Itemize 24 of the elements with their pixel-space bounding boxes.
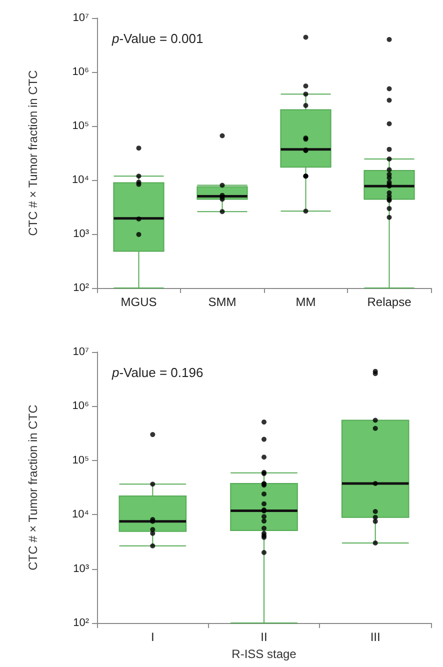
y-axis-title: CTC # × Tumor fraction in CTC bbox=[26, 404, 40, 570]
x-tick-label: SMM bbox=[208, 295, 236, 309]
y-tick-label: 10⁶ bbox=[72, 66, 89, 78]
y-tick-label: 10³ bbox=[73, 562, 90, 575]
annotation: p-Value = 0.001 bbox=[111, 31, 204, 46]
x-tick-label: III bbox=[370, 630, 380, 644]
y-tick-label: 10⁷ bbox=[72, 12, 90, 24]
x-tick-label: MGUS bbox=[120, 295, 157, 309]
y-tick-label: 10² bbox=[73, 617, 90, 629]
x-tick-label: II bbox=[260, 630, 268, 644]
y-tick-label: 10⁴ bbox=[72, 174, 90, 186]
x-tick-label: Relapse bbox=[367, 295, 412, 309]
y-tick-label: 10⁶ bbox=[72, 400, 89, 412]
y-tick-label: 10³ bbox=[73, 228, 90, 240]
y-tick-label: 10⁵ bbox=[72, 120, 89, 132]
y-tick-label: 10⁴ bbox=[72, 508, 90, 521]
y-axis-title: CTC # × Tumor fraction in CTC bbox=[26, 70, 40, 236]
y-tick-label: 10⁵ bbox=[72, 454, 89, 466]
y-tick-label: 10² bbox=[73, 282, 90, 294]
y-tick-label: 10⁷ bbox=[72, 346, 90, 358]
x-axis-title: R-ISS stage bbox=[232, 646, 297, 661]
annotation: p-Value = 0.196 bbox=[111, 365, 204, 380]
x-tick-label: MM bbox=[296, 295, 316, 309]
x-tick-label: I bbox=[150, 630, 154, 644]
